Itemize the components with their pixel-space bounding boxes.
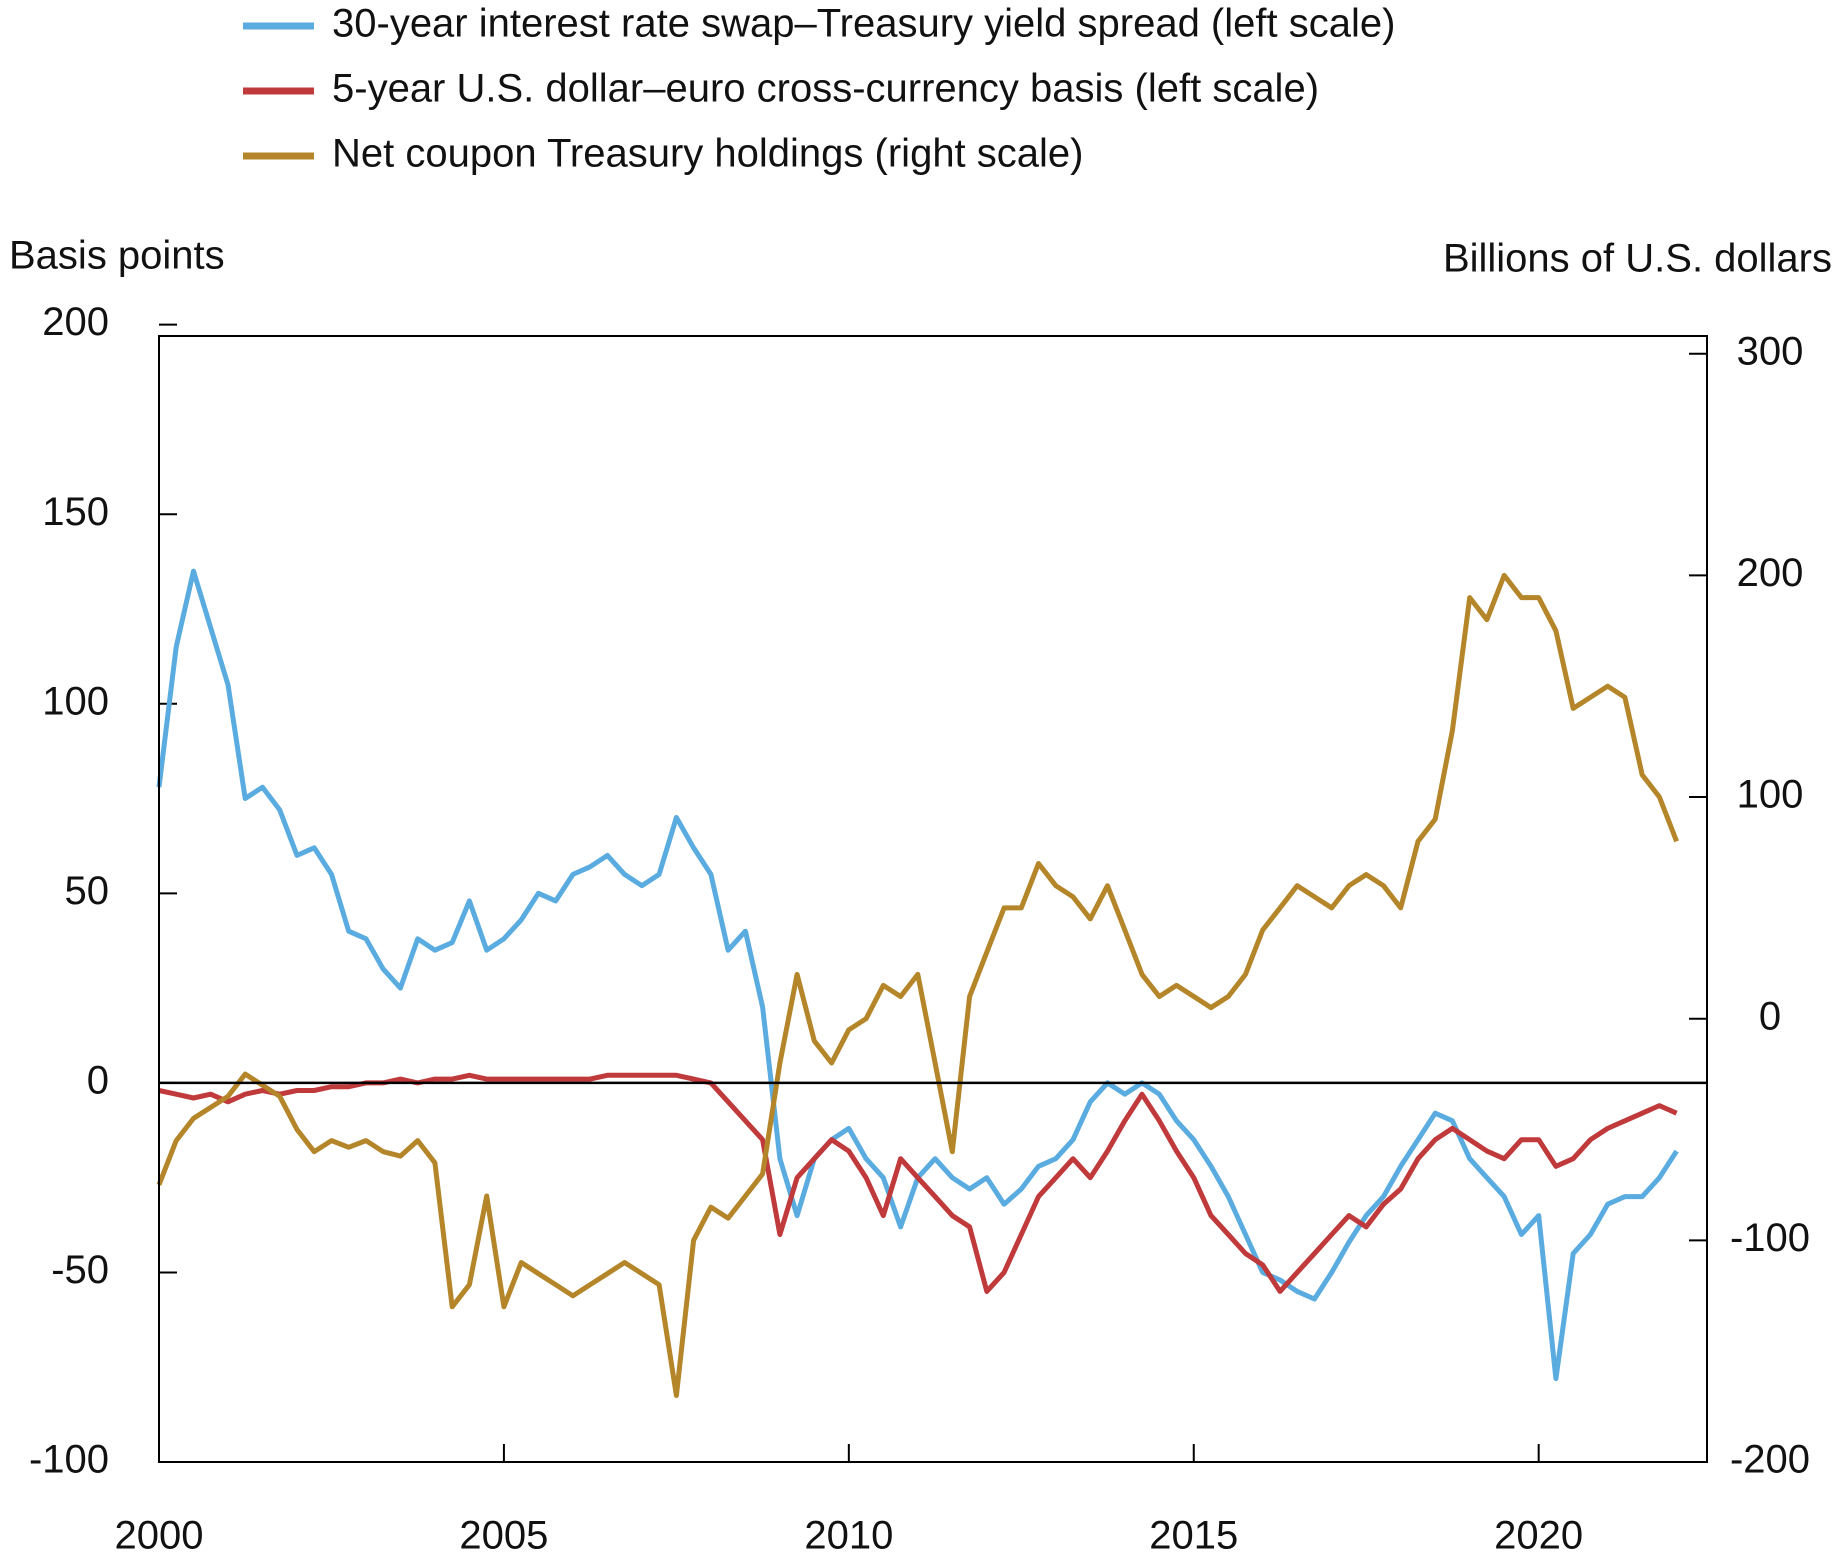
legend-label: 5-year U.S. dollar–euro cross-currency b… (332, 67, 1319, 111)
y2-tick-label: 300 (1737, 329, 1804, 373)
y-tick-label: 50 (65, 869, 110, 913)
y-axis-label: Basis points (9, 234, 225, 278)
y-tick-label: 200 (42, 300, 109, 344)
y2-tick-label: 100 (1737, 773, 1804, 817)
y2-tick-label: -200 (1730, 1438, 1810, 1482)
legend-label: Net coupon Treasury holdings (right scal… (332, 132, 1083, 176)
x-tick-label: 2010 (804, 1514, 893, 1558)
y2-tick-label: 0 (1759, 994, 1781, 1038)
y-tick-label: -50 (51, 1248, 109, 1292)
legend-label: 30-year interest rate swap–Treasury yiel… (332, 2, 1395, 46)
x-tick-label: 2020 (1494, 1514, 1583, 1558)
x-tick-label: 2015 (1149, 1514, 1238, 1558)
y-tick-label: 150 (42, 490, 109, 534)
x-tick-label: 2005 (459, 1514, 548, 1558)
y-tick-label: -100 (29, 1438, 109, 1482)
series-line (156, 572, 1679, 1398)
y-tick-label: 100 (42, 679, 109, 723)
plot-frame (158, 335, 1708, 1463)
y-tick-label: 0 (87, 1058, 109, 1102)
y2-tick-label: -100 (1730, 1216, 1810, 1260)
x-tick-label: 2000 (115, 1514, 204, 1558)
y2-tick-label: 200 (1737, 551, 1804, 595)
y2-axis-label: Billions of U.S. dollars (1443, 237, 1832, 281)
